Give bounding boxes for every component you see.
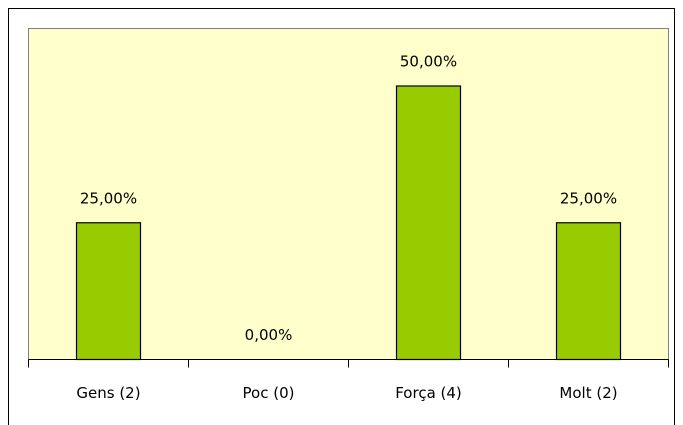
x-tick-label: Molt (2) xyxy=(559,384,617,402)
value-label: 25,00% xyxy=(80,189,137,207)
bar xyxy=(555,222,622,361)
bar xyxy=(395,85,462,361)
value-label: 25,00% xyxy=(560,189,617,207)
bar xyxy=(75,222,142,361)
value-label: 0,00% xyxy=(245,326,293,344)
value-label: 50,00% xyxy=(400,53,457,71)
x-tick-label: Força (4) xyxy=(395,384,462,402)
x-tick-label: Gens (2) xyxy=(76,384,140,402)
x-tick-label: Poc (0) xyxy=(243,384,295,402)
